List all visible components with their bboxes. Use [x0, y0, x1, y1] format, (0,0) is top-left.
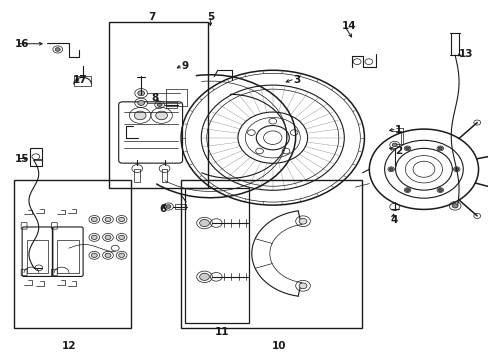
Circle shape [105, 217, 111, 222]
Bar [74, 76, 91, 86]
Bar [14, 180, 131, 328]
Circle shape [91, 235, 97, 239]
Circle shape [405, 189, 409, 192]
Text: 1: 1 [394, 125, 401, 135]
Text: 10: 10 [271, 341, 285, 351]
Circle shape [105, 235, 111, 239]
Circle shape [388, 168, 392, 171]
Bar [57, 240, 79, 273]
Circle shape [105, 253, 111, 257]
Circle shape [157, 103, 162, 107]
Text: 5: 5 [206, 12, 214, 22]
Bar [184, 188, 249, 323]
Text: 2: 2 [394, 146, 401, 156]
Circle shape [405, 147, 409, 150]
Text: 17: 17 [73, 75, 87, 85]
Circle shape [299, 283, 306, 289]
Bar [181, 180, 361, 328]
Text: 3: 3 [293, 75, 300, 85]
Circle shape [454, 168, 458, 171]
Circle shape [199, 273, 209, 280]
Circle shape [119, 235, 124, 239]
Text: 11: 11 [215, 327, 229, 337]
Bar [161, 168, 167, 182]
Text: 6: 6 [159, 204, 166, 215]
Text: 14: 14 [341, 21, 356, 31]
Bar [166, 102, 177, 108]
Circle shape [437, 189, 442, 192]
Circle shape [55, 48, 60, 51]
Circle shape [138, 91, 144, 96]
Text: 9: 9 [181, 61, 188, 71]
Bar [109, 22, 207, 188]
Circle shape [91, 253, 97, 257]
Bar [175, 204, 185, 210]
Circle shape [156, 111, 167, 120]
Circle shape [391, 143, 396, 147]
Circle shape [134, 111, 146, 120]
Circle shape [199, 220, 209, 226]
Circle shape [437, 147, 442, 150]
Text: 16: 16 [14, 40, 29, 49]
Circle shape [451, 204, 457, 208]
Circle shape [299, 219, 306, 224]
Text: 15: 15 [14, 154, 29, 164]
Bar [26, 240, 48, 273]
Text: 12: 12 [61, 341, 76, 351]
Text: 13: 13 [458, 49, 472, 59]
Circle shape [138, 100, 144, 105]
Bar [30, 148, 42, 166]
Bar [134, 168, 140, 182]
Circle shape [119, 217, 124, 222]
Text: 8: 8 [152, 93, 159, 103]
Circle shape [91, 217, 97, 222]
Circle shape [165, 205, 170, 208]
Text: 7: 7 [148, 12, 155, 22]
Text: 4: 4 [390, 215, 397, 225]
Circle shape [119, 253, 124, 257]
